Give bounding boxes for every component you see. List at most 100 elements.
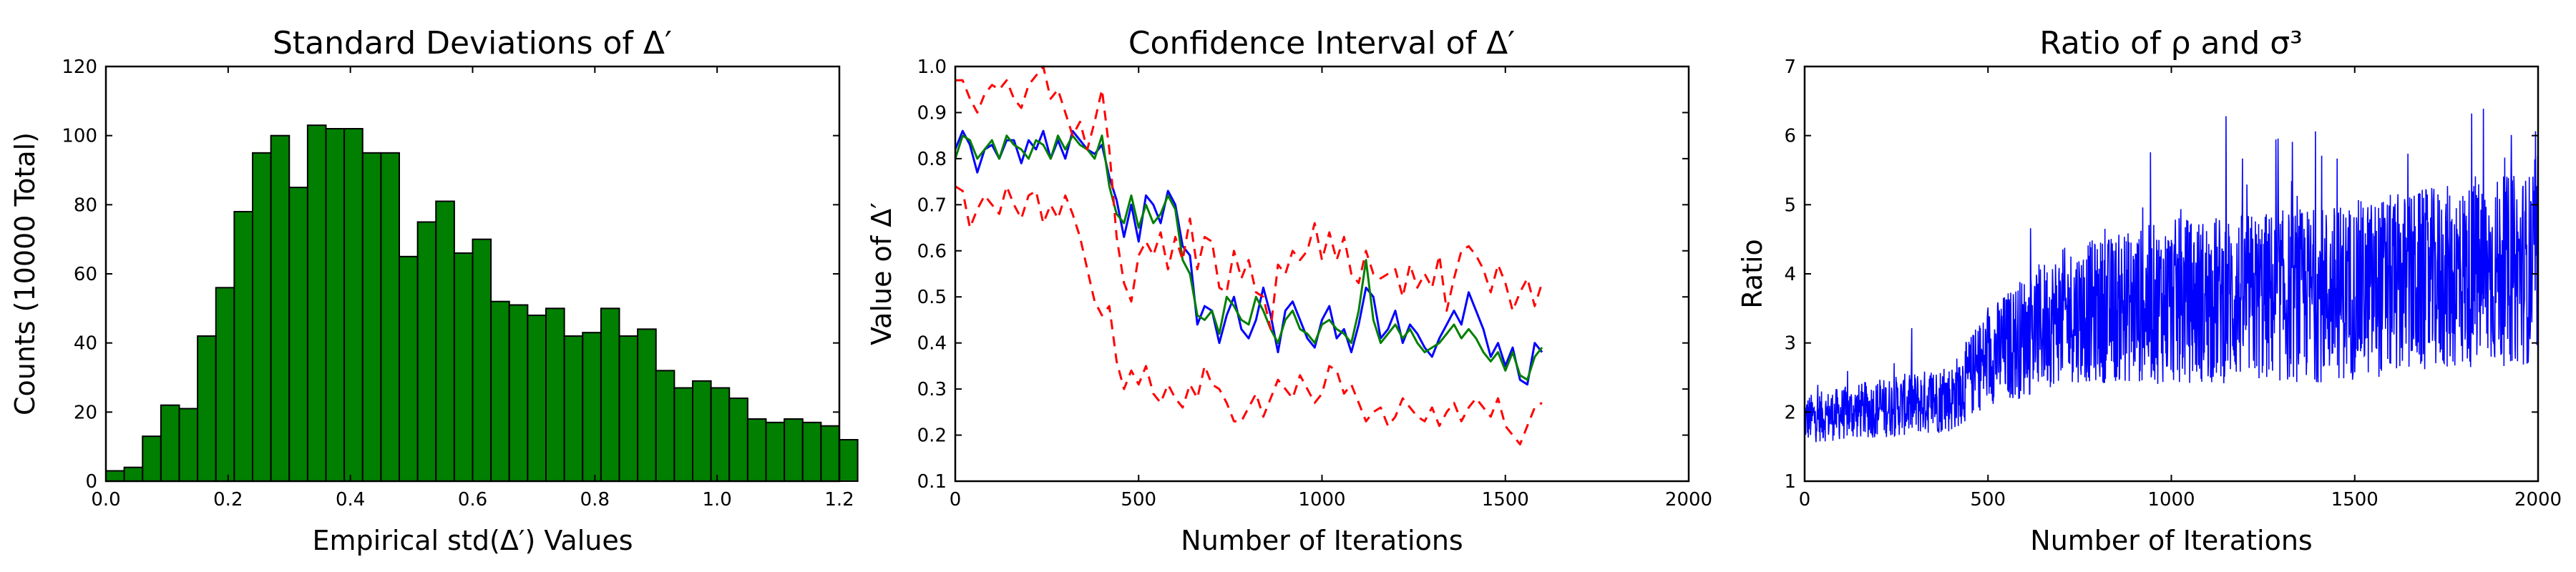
histogram-bar	[746, 418, 767, 482]
histogram-bar	[252, 152, 272, 482]
y-tick-label: 0.7	[917, 194, 947, 216]
y-tick-label: 80	[74, 194, 97, 216]
histogram-bar	[343, 128, 364, 482]
y-tick-label: 0.1	[917, 471, 947, 493]
confidence-interval-x-axis-label: Number of Iterations	[1181, 525, 1463, 556]
histogram-bar	[508, 304, 529, 482]
x-tick-label: 500	[1121, 489, 1156, 511]
histogram-bar	[197, 335, 217, 482]
histogram-bar	[820, 425, 840, 483]
histogram-ticks: 0.0 0.2 0.4 0.6 0.8 1.0 1.2 0 20 40 60 80 100 120	[62, 56, 854, 511]
histogram-bar	[637, 328, 657, 483]
x-tick-label: 0.8	[580, 489, 610, 511]
y-tick-label: 0.8	[917, 149, 947, 170]
histogram-bar	[306, 124, 327, 483]
histogram-bar	[361, 152, 382, 482]
ratio-panel: Ratio of ρ and σ³ 0 500 1000 1500 2000 1 2 3 4 5 6…	[1737, 25, 2562, 556]
histogram-bar	[600, 307, 620, 483]
histogram-bar	[728, 398, 748, 482]
histogram-bar	[673, 387, 693, 482]
confidence-interval-axes-frame	[954, 65, 1690, 483]
histogram-bar	[545, 307, 565, 483]
histogram-bar	[142, 435, 162, 483]
x-tick-label: 1000	[1298, 489, 1345, 511]
y-tick-label: 4	[1784, 264, 1796, 285]
y-tick-label: 0.5	[917, 287, 947, 308]
confidence-interval-panel: Confidence Interval of Δ′ 0 500 1000 1500 20…	[866, 25, 1712, 556]
histogram-bar	[563, 335, 584, 482]
x-tick-label: 0.4	[336, 489, 365, 511]
histogram-bar	[325, 128, 346, 482]
histogram-bar	[233, 211, 253, 482]
estimate-line-blue	[954, 129, 1543, 386]
histogram-bar	[618, 335, 639, 482]
histogram-bar	[490, 300, 510, 482]
confidence-interval-lines	[954, 65, 1543, 445]
y-tick-label: 3	[1784, 333, 1796, 355]
y-tick-label: 20	[74, 402, 97, 423]
x-tick-label: 500	[1970, 489, 2006, 511]
histogram-bar	[105, 470, 125, 482]
ratio-lines	[1804, 109, 2539, 443]
histogram-bars	[105, 124, 859, 483]
y-tick-label: 0.2	[917, 425, 947, 447]
histogram-bar	[215, 287, 235, 482]
histogram-bar	[160, 404, 180, 483]
y-tick-label: 6	[1784, 126, 1796, 147]
y-tick-label: 60	[74, 264, 97, 285]
x-tick-label: 0	[1799, 489, 1811, 511]
histogram-x-axis-label: Empirical std(Δ′) Values	[312, 525, 633, 556]
ratio-axes-frame	[1803, 65, 2540, 483]
y-tick-label: 40	[74, 333, 97, 355]
histogram-bar	[710, 387, 731, 482]
y-tick-label: 2	[1784, 402, 1796, 423]
ratio-line	[1804, 109, 2539, 443]
x-tick-label: 0	[950, 489, 962, 511]
histogram-bar	[582, 332, 602, 482]
estimate-line-green	[954, 134, 1543, 381]
y-tick-label: 1	[1784, 471, 1796, 493]
histogram-bar	[270, 134, 291, 483]
y-tick-label: 100	[62, 126, 97, 147]
histogram-bar	[784, 418, 804, 482]
histogram-bar	[655, 370, 675, 482]
y-tick-label: 0.4	[917, 333, 947, 355]
x-tick-label: 1500	[1482, 489, 1529, 511]
y-tick-label: 120	[62, 56, 97, 78]
y-tick-label: 1.0	[917, 56, 947, 78]
histogram-bar	[416, 221, 437, 482]
histogram-axes-frame	[104, 65, 841, 483]
histogram-bar	[399, 255, 419, 482]
histogram-bar	[801, 421, 822, 482]
x-tick-label: 1.2	[824, 489, 854, 511]
y-tick-label: 5	[1784, 194, 1796, 216]
y-tick-label: 0	[85, 471, 97, 493]
upper-bound-line	[955, 65, 1543, 330]
ratio-y-axis-label: Ratio	[1737, 239, 1768, 309]
y-tick-label: 0.3	[917, 379, 947, 400]
y-tick-label: 0.9	[917, 102, 947, 124]
confidence-interval-title: Confidence Interval of Δ′	[1128, 25, 1515, 61]
histogram-bar	[692, 380, 712, 482]
ratio-x-axis-label: Number of Iterations	[2030, 525, 2312, 556]
confidence-interval-y-axis-label: Value of Δ′	[866, 202, 897, 345]
x-tick-label: 2000	[1665, 489, 1712, 511]
histogram-bar	[472, 238, 492, 482]
histogram-bar	[839, 439, 859, 482]
histogram-bar	[453, 252, 474, 482]
x-tick-label: 1000	[2147, 489, 2195, 511]
histogram-title: Standard Deviations of Δ′	[273, 25, 672, 61]
histogram-bar	[527, 315, 547, 482]
histogram-bar	[123, 466, 144, 483]
y-tick-label: 7	[1784, 56, 1796, 78]
histogram-bar	[765, 421, 786, 482]
x-tick-label: 0.0	[91, 489, 120, 511]
ratio-title: Ratio of ρ and σ³	[2039, 25, 2303, 61]
x-tick-label: 1500	[2331, 489, 2379, 511]
y-tick-label: 0.6	[917, 241, 947, 262]
x-tick-label: 0.2	[213, 489, 243, 511]
confidence-interval-ticks: 0 500 1000 1500 2000 0.1 0.2 0.3 0.4 0.5 0.6 0.7 0.8…	[917, 56, 1712, 511]
histogram-bar	[178, 408, 199, 482]
histogram-bar	[380, 152, 400, 482]
